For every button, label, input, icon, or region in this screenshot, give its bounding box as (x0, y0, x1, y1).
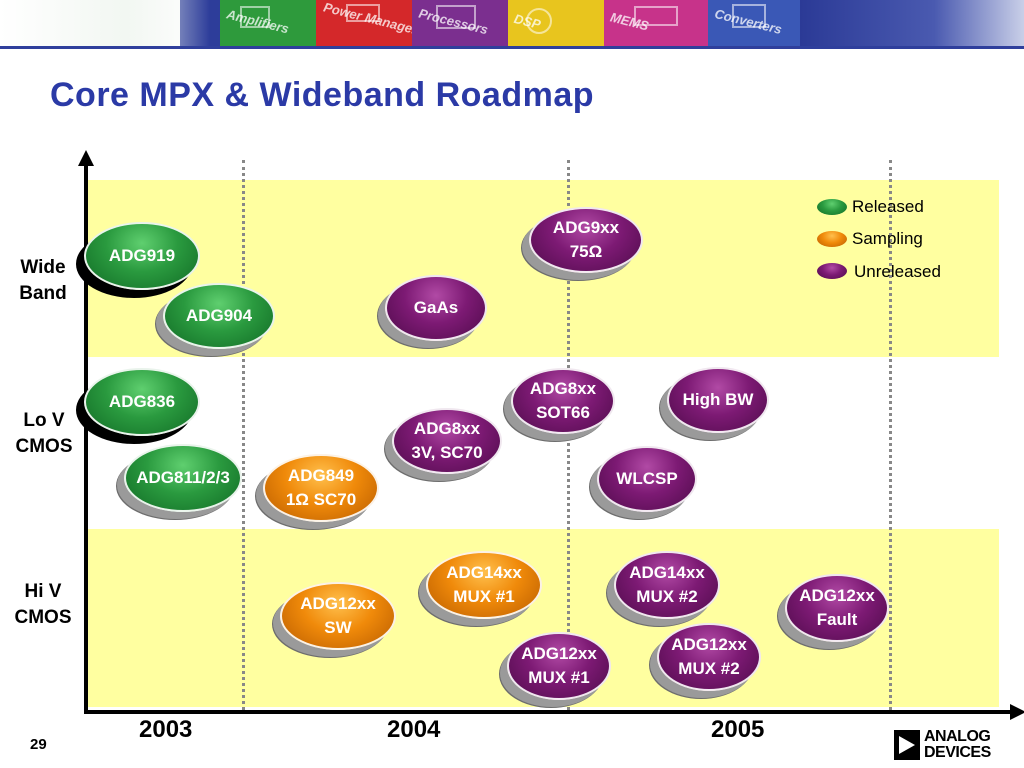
logo-line: DEVICES (924, 744, 991, 761)
product-high-bw: High BW (667, 367, 769, 433)
legend-unreleased-label: Unreleased (854, 262, 941, 281)
year-divider-2004 (567, 160, 570, 710)
product-adg12xx-fault: ADG12xx Fault (785, 574, 889, 642)
product-label: MUX #2 (636, 587, 698, 606)
product-label: ADG9xx (552, 218, 620, 237)
product-label: GaAs (413, 298, 459, 317)
product-adg14xx-mux2: ADG14xx MUX #2 (614, 551, 720, 619)
year-label-2004: 2004 (387, 716, 441, 743)
product-adg849: ADG849 1Ω SC70 (263, 454, 379, 522)
product-label: ADG919 (108, 246, 176, 265)
product-label: ADG12xx (300, 594, 376, 613)
header-banner: Amplifiers Power Management Processors D… (0, 0, 1024, 46)
product-adg8xx-3v-sc70: ADG8xx 3V, SC70 (392, 408, 502, 474)
product-label: ADG14xx (629, 563, 705, 582)
year-label-2005: 2005 (711, 716, 765, 743)
x-axis-arrow (1010, 704, 1024, 720)
header-rule (0, 46, 1024, 49)
product-label: High BW (682, 390, 754, 409)
year-divider-2005 (889, 160, 892, 710)
product-wlcsp: WLCSP (597, 446, 697, 512)
x-axis (84, 710, 1014, 714)
product-label: 75Ω (569, 242, 603, 261)
product-label: ADG849 (287, 466, 355, 485)
logo-wordmark: ANALOG DEVICES (924, 729, 991, 761)
y-axis (84, 162, 88, 712)
banner-tile-amplifiers: Amplifiers (220, 0, 316, 46)
row-label-line: Hi V (24, 581, 62, 602)
product-label: ADG8xx (529, 379, 597, 398)
row-label-wide-band: Wide Band (8, 255, 78, 307)
row-label-line: CMOS (15, 436, 73, 457)
row-label-line: Band (19, 283, 67, 304)
logo-line: ANALOG (924, 728, 991, 745)
legend-released-swatch (817, 199, 847, 215)
product-label: 3V, SC70 (411, 443, 483, 462)
row-label-hi-v-cmos: Hi V CMOS (6, 579, 80, 631)
row-label-line: Wide (20, 257, 66, 278)
product-label: ADG811/2/3 (136, 468, 230, 487)
legend-unreleased-swatch (817, 263, 847, 279)
product-gaas: GaAs (385, 275, 487, 341)
banner-gradient (800, 0, 1024, 46)
product-label: ADG12xx (521, 644, 597, 663)
product-label: ADG836 (108, 392, 176, 411)
y-axis-arrow (78, 150, 94, 166)
row-label-line: Lo V (23, 410, 65, 431)
legend-sampling-label: Sampling (852, 229, 923, 248)
row-label-line: CMOS (14, 607, 72, 628)
product-label: SW (324, 618, 352, 637)
banner-fade (0, 0, 210, 46)
product-label: Fault (816, 610, 858, 629)
page-number: 29 (30, 736, 47, 753)
product-adg14xx-mux1: ADG14xx MUX #1 (426, 551, 542, 619)
product-label: MUX #1 (528, 668, 590, 687)
product-adg919: ADG919 (84, 222, 200, 290)
product-adg12xx-mux1: ADG12xx MUX #1 (507, 632, 611, 700)
product-adg12xx-mux2: ADG12xx MUX #2 (657, 623, 761, 691)
product-label: ADG12xx (671, 635, 747, 654)
year-label-2003: 2003 (139, 716, 193, 743)
product-label: ADG904 (185, 306, 253, 325)
page-title: Core MPX & Wideband Roadmap (50, 76, 595, 114)
year-divider-2003 (242, 160, 245, 710)
product-label: ADG14xx (446, 563, 522, 582)
banner-tile-processors: Processors (412, 0, 508, 46)
product-adg811-2-3: ADG811/2/3 (124, 444, 242, 512)
product-adg904: ADG904 (163, 283, 275, 349)
product-label: MUX #1 (453, 587, 515, 606)
product-adg12xx-sw: ADG12xx SW (280, 582, 396, 650)
product-adg836: ADG836 (84, 368, 200, 436)
product-label: ADG12xx (799, 586, 875, 605)
banner-tile-power-management: Power Management (316, 0, 412, 46)
product-label: MUX #2 (678, 659, 740, 678)
legend-released-label: Released (852, 197, 924, 216)
analog-devices-logo-icon (894, 730, 920, 760)
banner-tile-dsp: DSP (508, 0, 604, 46)
product-adg8xx-sot66: ADG8xx SOT66 (511, 368, 615, 434)
product-label: 1Ω SC70 (285, 490, 357, 509)
analog-devices-logo: ANALOG DEVICES (894, 728, 1004, 762)
row-label-lo-v-cmos: Lo V CMOS (8, 408, 80, 460)
banner-tile-rf: MEMS (604, 0, 708, 46)
product-adg9xx-75ohm: ADG9xx 75Ω (529, 207, 643, 273)
product-label: WLCSP (616, 469, 678, 488)
product-label: SOT66 (536, 403, 590, 422)
legend-sampling-swatch (817, 231, 847, 247)
product-label: ADG8xx (413, 419, 481, 438)
banner-tile-converters: Converters (708, 0, 804, 46)
